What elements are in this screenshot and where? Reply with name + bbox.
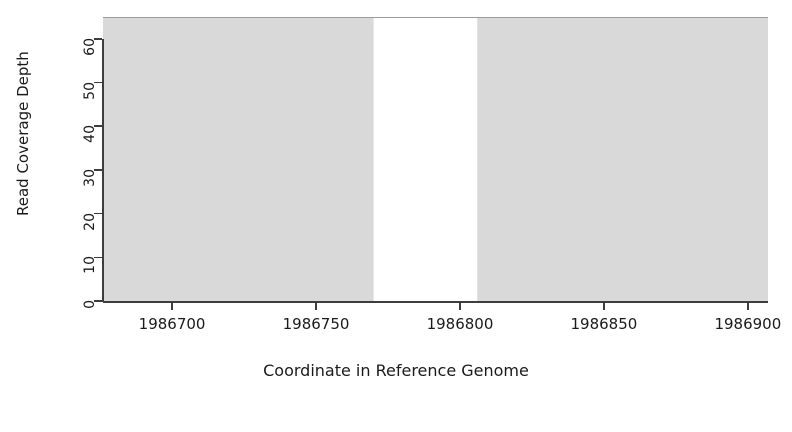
y-axis-title: Read Coverage Depth	[14, 51, 32, 216]
x-axis-tick	[603, 302, 605, 310]
legend	[0, 398, 792, 420]
x-axis-tick	[171, 302, 173, 310]
y-axis-tick	[94, 38, 102, 40]
x-axis-tick	[459, 302, 461, 310]
y-axis-tick-label: 50	[82, 81, 98, 100]
y-axis-tick-label: 0	[82, 300, 98, 309]
y-axis-tick	[94, 212, 102, 215]
x-axis-title: Coordinate in Reference Genome	[263, 361, 529, 380]
plot-canvas	[373, 17, 478, 301]
y-axis-tick	[94, 256, 102, 259]
y-axis-line	[102, 39, 104, 302]
plot-area	[103, 17, 768, 301]
x-axis-tick	[747, 302, 749, 310]
x-axis-tick	[315, 302, 317, 310]
x-axis-tick-label: 1986750	[282, 315, 350, 333]
y-axis-tick	[94, 300, 102, 302]
x-axis-line	[103, 301, 768, 303]
y-axis-tick	[94, 169, 102, 171]
y-axis-tick-label: 30	[82, 168, 98, 187]
coverage-gap-region	[373, 17, 478, 301]
x-axis-tick-label: 1986850	[570, 315, 638, 333]
y-axis-tick-label: 60	[82, 37, 98, 56]
y-axis-ticks: 0 10 20 30 40 50 60	[0, 0, 102, 432]
y-axis-tick-label: 20	[82, 212, 98, 231]
y-axis-tick	[94, 81, 102, 84]
x-axis-tick-label: 1986800	[426, 315, 494, 333]
no-data-gap	[373, 17, 478, 301]
x-axis-tick-label: 1986900	[714, 315, 782, 333]
x-axis-tick-label: 1986700	[138, 315, 206, 333]
y-axis-tick-label: 40	[82, 125, 98, 144]
y-axis-tick	[94, 125, 102, 127]
y-axis-tick-label: 10	[82, 256, 98, 275]
